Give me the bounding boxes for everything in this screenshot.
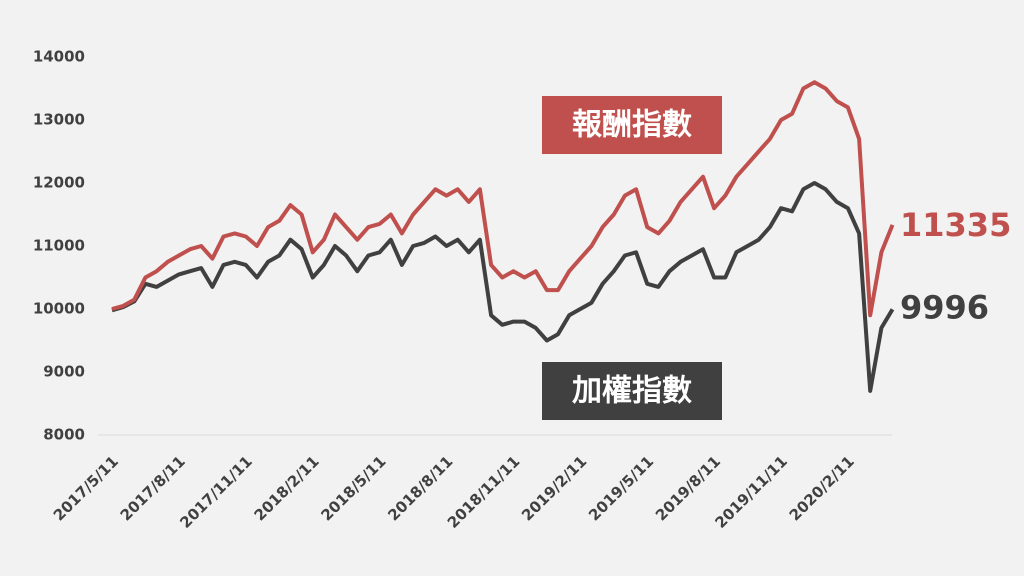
x-tick-label: 2019/11/11	[711, 452, 791, 532]
x-tick-label: 2018/8/11	[384, 452, 456, 524]
x-tick-label: 2019/2/11	[518, 452, 590, 524]
y-tick-label: 13000	[33, 111, 85, 129]
series-line	[111, 181, 895, 393]
x-tick-label: 2017/8/11	[117, 452, 189, 524]
value-label: 9996	[900, 288, 989, 326]
x-tick-label: 2017/11/11	[176, 452, 256, 532]
legend-item: 加權指數	[542, 362, 722, 420]
y-tick-label: 12000	[33, 174, 85, 192]
y-tick-label: 10000	[33, 300, 85, 318]
legend-item: 報酬指數	[542, 96, 722, 154]
x-tick-label: 2018/2/11	[251, 452, 323, 524]
y-tick-label: 11000	[33, 237, 85, 255]
legend-box	[542, 362, 722, 420]
x-tick-label: 2020/2/11	[786, 452, 858, 524]
x-tick-label: 2018/11/11	[444, 452, 524, 532]
legend-label: 報酬指數	[572, 108, 692, 143]
x-tick-label: 2017/5/11	[50, 452, 122, 524]
x-tick-label: 2018/5/11	[317, 452, 389, 524]
x-tick-label: 2019/8/11	[652, 452, 724, 524]
legend-label: 加權指數	[572, 374, 692, 409]
value-label: 11335	[900, 206, 1011, 244]
y-tick-label: 8000	[43, 426, 85, 444]
y-tick-label: 14000	[33, 48, 85, 66]
series-line	[111, 80, 895, 318]
x-tick-label: 2019/5/11	[585, 452, 657, 524]
y-tick-label: 9000	[43, 363, 85, 381]
legend-box	[542, 96, 722, 154]
